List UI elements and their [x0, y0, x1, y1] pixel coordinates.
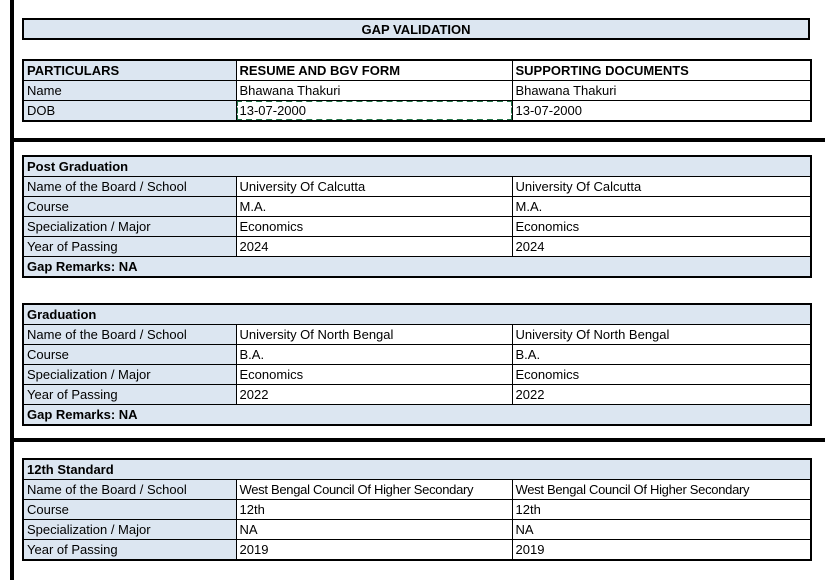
board-school-label-cell[interactable]: Name of the Board / School	[22, 176, 237, 197]
specialization-supporting-cell[interactable]: Economics	[511, 364, 812, 385]
header-cell-resume-bgv[interactable]: RESUME AND BGV FORM	[235, 59, 513, 81]
table-row: Year of Passing 2024 2024	[22, 236, 812, 257]
dob-supporting-cell[interactable]: 13-07-2000	[511, 100, 812, 122]
name-label-cell[interactable]: Name	[22, 80, 237, 101]
board-school-resume-cell[interactable]: West Bengal Council Of Higher Secondary	[235, 479, 513, 500]
table-row: Course M.A. M.A.	[22, 196, 812, 217]
dob-label-cell[interactable]: DOB	[22, 100, 237, 122]
page-break-line-1	[10, 138, 825, 142]
section-header-row: Graduation	[22, 303, 812, 325]
board-school-resume-cell[interactable]: University Of North Bengal	[235, 324, 513, 345]
specialization-resume-cell[interactable]: Economics	[235, 364, 513, 385]
table-row: Name of the Board / School University Of…	[22, 324, 812, 345]
specialization-supporting-cell[interactable]: Economics	[511, 216, 812, 237]
table-row: Specialization / Major NA NA	[22, 519, 812, 540]
table-row: Course 12th 12th	[22, 499, 812, 520]
course-supporting-cell[interactable]: B.A.	[511, 344, 812, 365]
course-supporting-cell[interactable]: M.A.	[511, 196, 812, 217]
year-of-passing-supporting-cell[interactable]: 2024	[511, 236, 812, 257]
left-border-bar	[10, 0, 14, 580]
gap-remarks-row: Gap Remarks: NA	[22, 256, 812, 278]
course-label-cell[interactable]: Course	[22, 344, 237, 365]
table-row: Year of Passing 2019 2019	[22, 539, 812, 561]
board-school-label-cell[interactable]: Name of the Board / School	[22, 479, 237, 500]
board-school-supporting-cell[interactable]: University Of Calcutta	[511, 176, 812, 197]
graduation-table: Graduation Name of the Board / School Un…	[22, 303, 813, 426]
twelfth-standard-table: 12th Standard Name of the Board / School…	[22, 458, 813, 561]
specialization-label-cell[interactable]: Specialization / Major	[22, 216, 237, 237]
course-resume-cell[interactable]: M.A.	[235, 196, 513, 217]
table-row: Specialization / Major Economics Economi…	[22, 364, 812, 385]
board-school-supporting-cell[interactable]: University Of North Bengal	[511, 324, 812, 345]
particulars-header-row: PARTICULARS RESUME AND BGV FORM SUPPORTI…	[22, 59, 812, 81]
section-header-row: Post Graduation	[22, 155, 812, 177]
board-school-label-cell[interactable]: Name of the Board / School	[22, 324, 237, 345]
specialization-resume-cell[interactable]: Economics	[235, 216, 513, 237]
course-supporting-cell[interactable]: 12th	[511, 499, 812, 520]
gap-remarks-cell[interactable]: Gap Remarks: NA	[22, 256, 812, 278]
dob-row: DOB 13-07-2000 13-07-2000	[22, 100, 812, 122]
name-row: Name Bhawana Thakuri Bhawana Thakuri	[22, 80, 812, 101]
year-of-passing-supporting-cell[interactable]: 2019	[511, 539, 812, 561]
specialization-label-cell[interactable]: Specialization / Major	[22, 364, 237, 385]
year-of-passing-supporting-cell[interactable]: 2022	[511, 384, 812, 405]
table-row: Course B.A. B.A.	[22, 344, 812, 365]
table-row: Specialization / Major Economics Economi…	[22, 216, 812, 237]
section-header-cell-12th-standard[interactable]: 12th Standard	[22, 458, 812, 480]
year-of-passing-label-cell[interactable]: Year of Passing	[22, 539, 237, 561]
table-row: Year of Passing 2022 2022	[22, 384, 812, 405]
gap-validation-title-cell[interactable]: GAP VALIDATION	[22, 18, 810, 40]
header-cell-particulars[interactable]: PARTICULARS	[22, 59, 237, 81]
name-resume-cell[interactable]: Bhawana Thakuri	[235, 80, 513, 101]
course-label-cell[interactable]: Course	[22, 499, 237, 520]
particulars-table: PARTICULARS RESUME AND BGV FORM SUPPORTI…	[22, 59, 812, 122]
table-row: Name of the Board / School University Of…	[22, 176, 812, 197]
table-row: Name of the Board / School West Bengal C…	[22, 479, 812, 500]
board-school-resume-cell[interactable]: University Of Calcutta	[235, 176, 513, 197]
name-supporting-cell[interactable]: Bhawana Thakuri	[511, 80, 812, 101]
dob-resume-cell-copy-marquee[interactable]: 13-07-2000	[235, 100, 513, 122]
section-header-row: 12th Standard	[22, 458, 812, 480]
course-resume-cell[interactable]: B.A.	[235, 344, 513, 365]
specialization-supporting-cell[interactable]: NA	[511, 519, 812, 540]
year-of-passing-resume-cell[interactable]: 2024	[235, 236, 513, 257]
post-graduation-table: Post Graduation Name of the Board / Scho…	[22, 155, 813, 278]
gap-remarks-cell[interactable]: Gap Remarks: NA	[22, 404, 812, 426]
section-header-cell-post-graduation[interactable]: Post Graduation	[22, 155, 812, 177]
year-of-passing-label-cell[interactable]: Year of Passing	[22, 236, 237, 257]
specialization-resume-cell[interactable]: NA	[235, 519, 513, 540]
year-of-passing-resume-cell[interactable]: 2022	[235, 384, 513, 405]
course-label-cell[interactable]: Course	[22, 196, 237, 217]
specialization-label-cell[interactable]: Specialization / Major	[22, 519, 237, 540]
year-of-passing-resume-cell[interactable]: 2019	[235, 539, 513, 561]
header-cell-supporting-documents[interactable]: SUPPORTING DOCUMENTS	[511, 59, 812, 81]
gap-remarks-row: Gap Remarks: NA	[22, 404, 812, 426]
board-school-supporting-cell[interactable]: West Bengal Council Of Higher Secondary	[511, 479, 812, 500]
section-header-cell-graduation[interactable]: Graduation	[22, 303, 812, 325]
page-break-line-2	[10, 438, 825, 442]
course-resume-cell[interactable]: 12th	[235, 499, 513, 520]
year-of-passing-label-cell[interactable]: Year of Passing	[22, 384, 237, 405]
